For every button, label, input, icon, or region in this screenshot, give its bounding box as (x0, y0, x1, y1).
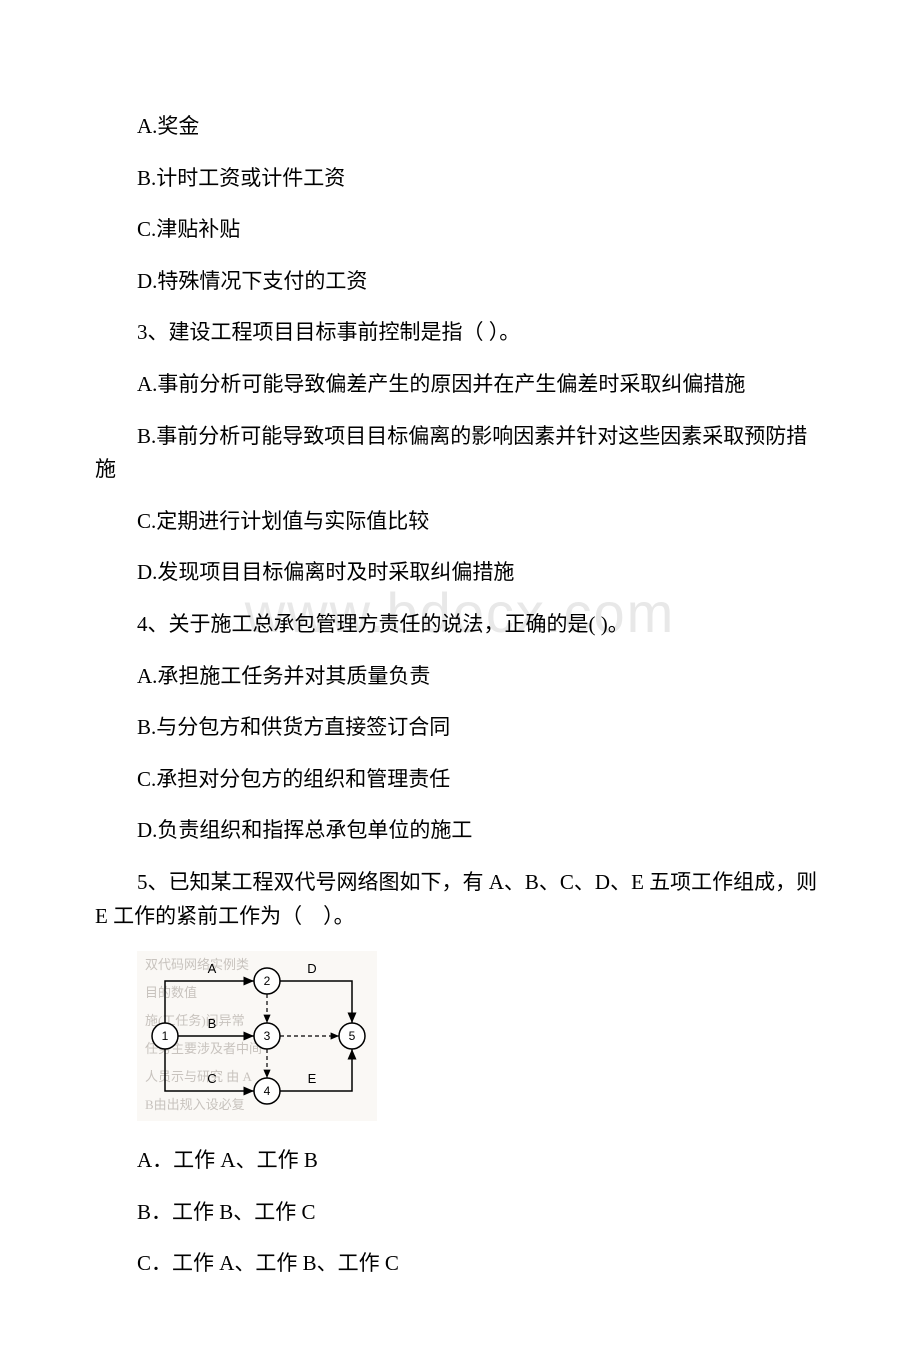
q3-stem: 3、建设工程项目目标事前控制是指（ ）。 (95, 316, 825, 350)
q5-option-b: B．工作 B、工作 C (95, 1196, 825, 1230)
q2-option-c: C.津贴补贴 (95, 213, 825, 247)
svg-text:D: D (307, 961, 316, 976)
svg-text:B由出规入设必复: B由出规入设必复 (145, 1097, 245, 1112)
svg-text:5: 5 (349, 1029, 356, 1043)
q4-option-d: D.负责组织和指挥总承包单位的施工 (95, 814, 825, 848)
svg-text:C: C (207, 1071, 216, 1086)
svg-text:2: 2 (264, 974, 271, 988)
q5-stem: 5、已知某工程双代号网络图如下，有 A、B、C、D、E 五项工作组成，则 E 工… (95, 866, 825, 933)
svg-text:目的数值: 目的数值 (145, 985, 197, 1000)
q2-option-d: D.特殊情况下支付的工资 (95, 265, 825, 299)
q4-option-c: C.承担对分包方的组织和管理责任 (95, 763, 825, 797)
q4-option-b: B.与分包方和供货方直接签订合同 (95, 711, 825, 745)
svg-text:3: 3 (264, 1029, 271, 1043)
q3-option-c: C.定期进行计划值与实际值比较 (95, 505, 825, 539)
q3-option-a: A.事前分析可能导致偏差产生的原因并在产生偏差时采取纠偏措施 (95, 368, 825, 402)
svg-text:E: E (308, 1071, 317, 1086)
svg-text:B: B (208, 1016, 217, 1031)
network-diagram: 双代码网络实例类目的数值施(工任务)问异常任务主要涉及者中间人员示与研究 由 A… (137, 951, 825, 1126)
q4-option-a: A.承担施工任务并对其质量负责 (95, 660, 825, 694)
q3-option-d: D.发现项目目标偏离时及时采取纠偏措施 (95, 556, 825, 590)
q3-option-b: B.事前分析可能导致项目目标偏离的影响因素并针对这些因素采取预防措施 (95, 420, 825, 487)
svg-text:A: A (208, 961, 217, 976)
document-content: A.奖金 B.计时工资或计件工资 C.津贴补贴 D.特殊情况下支付的工资 3、建… (95, 110, 825, 1281)
svg-text:人员示与研究 由 A: 人员示与研究 由 A (145, 1069, 253, 1084)
svg-text:1: 1 (162, 1029, 169, 1043)
q4-stem: 4、关于施工总承包管理方责任的说法，正确的是( )。 (95, 608, 825, 642)
svg-text:双代码网络实例类: 双代码网络实例类 (145, 957, 249, 972)
q5-option-c: C．工作 A、工作 B、工作 C (95, 1247, 825, 1281)
q2-option-a: A.奖金 (95, 110, 825, 144)
svg-text:4: 4 (264, 1084, 271, 1098)
q5-option-a: A．工作 A、工作 B (95, 1144, 825, 1178)
q2-option-b: B.计时工资或计件工资 (95, 162, 825, 196)
network-svg: 双代码网络实例类目的数值施(工任务)问异常任务主要涉及者中间人员示与研究 由 A… (137, 951, 377, 1121)
